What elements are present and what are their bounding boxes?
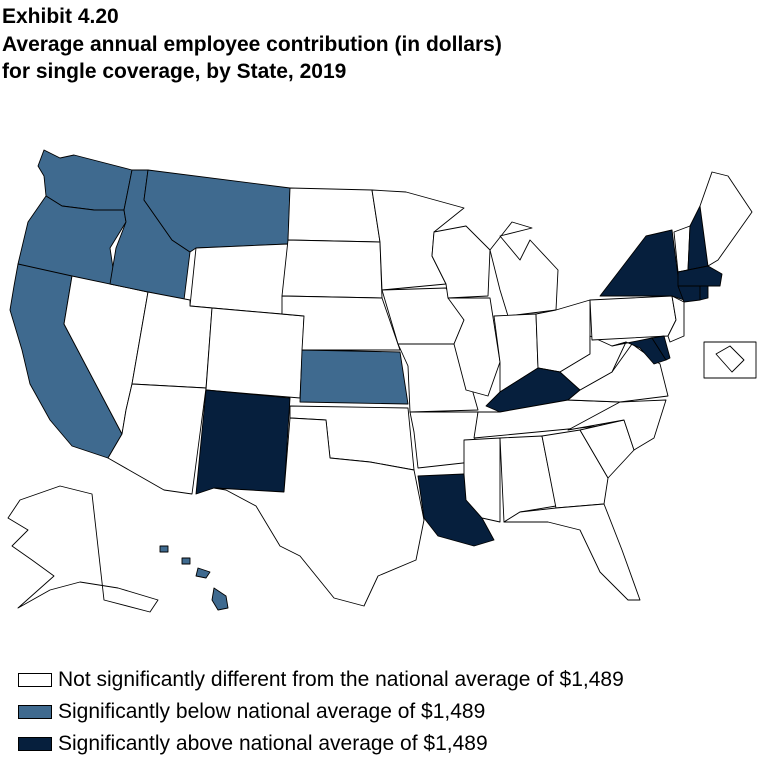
state-AK xyxy=(7,485,159,613)
legend-label: Significantly below national average of … xyxy=(58,700,486,723)
state-AL xyxy=(499,435,557,523)
state-GA xyxy=(541,429,609,509)
hawaii-oahu xyxy=(181,557,191,565)
state-NM xyxy=(195,389,291,495)
state-DC xyxy=(715,345,745,373)
state-AZ xyxy=(107,383,207,495)
legend-item-not-significant: Not significantly different from the nat… xyxy=(18,664,624,696)
hawaii-kauai xyxy=(159,545,169,553)
state-AR xyxy=(409,411,479,469)
state-RI xyxy=(699,285,709,301)
state-FL xyxy=(503,503,641,601)
legend-swatch xyxy=(18,705,52,719)
map-title-line-1: Average annual employee contribution (in… xyxy=(2,33,502,56)
state-WY xyxy=(189,243,289,315)
state-IL xyxy=(447,297,501,397)
legend-label: Significantly above national average of … xyxy=(58,732,488,755)
state-DE xyxy=(651,335,671,361)
hawaii-maui xyxy=(195,567,211,579)
state-VA xyxy=(567,343,669,403)
state-NY xyxy=(599,229,685,301)
legend-swatch xyxy=(18,673,52,687)
legend-item-below: Significantly below national average of … xyxy=(18,696,624,728)
state-HI xyxy=(211,587,229,611)
map-title-line-2: for single coverage, by State, 2019 xyxy=(2,60,347,83)
header: Exhibit 4.20 Average annual employee con… xyxy=(2,2,502,85)
legend: Not significantly different from the nat… xyxy=(18,664,624,760)
state-TX xyxy=(213,417,425,607)
legend-label: Not significantly different from the nat… xyxy=(58,668,624,691)
state-ND xyxy=(287,187,381,243)
state-ME xyxy=(699,171,753,267)
legend-item-above: Significantly above national average of … xyxy=(18,728,624,760)
state-SD xyxy=(281,239,383,299)
state-MI xyxy=(489,221,559,317)
state-KS xyxy=(299,349,409,405)
exhibit-number: Exhibit 4.20 xyxy=(2,5,119,28)
state-CT xyxy=(677,285,701,303)
state-PA xyxy=(589,295,677,341)
state-WI xyxy=(431,225,491,299)
state-CO xyxy=(205,307,305,399)
legend-swatch xyxy=(18,737,52,751)
state-OR xyxy=(17,195,127,289)
